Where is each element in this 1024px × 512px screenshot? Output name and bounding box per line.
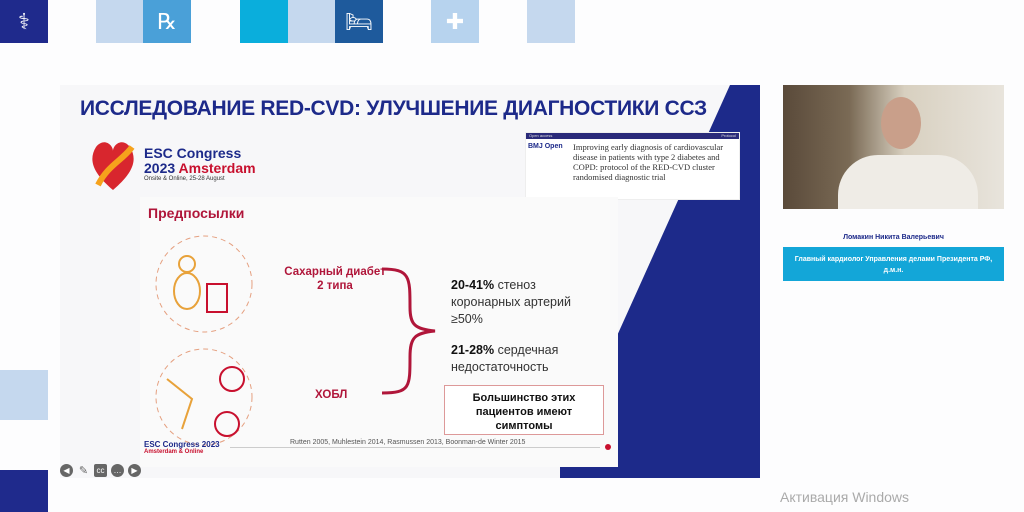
prescription-icon: ℞ bbox=[143, 0, 191, 43]
next-slide-icon[interactable]: ▶ bbox=[128, 464, 141, 477]
esc-dates: Onsite & Online, 25-28 August bbox=[144, 176, 225, 182]
speaker-head bbox=[881, 97, 921, 149]
references: Rutten 2005, Muhlestein 2014, Rasmussen … bbox=[290, 439, 526, 446]
condition-diabetes: Сахарный диабет 2 типа bbox=[284, 266, 386, 292]
tile-light bbox=[288, 0, 336, 43]
speaker-body bbox=[838, 155, 978, 209]
doctor-laptop-icon: ⚕ bbox=[0, 0, 48, 43]
esc-heart-logo bbox=[92, 142, 135, 190]
slide-content: Предпосылки Сахарный диабет 2 типа ХОБЛ … bbox=[140, 197, 618, 467]
protocol-label: Protocol bbox=[721, 133, 736, 138]
presentation-controls: ◀ ✎ cc … ▶ bbox=[60, 464, 141, 477]
nurse-icon: ✚ bbox=[431, 0, 479, 43]
speaker-title: Главный кардиолог Управления делами През… bbox=[783, 247, 1004, 281]
esc-logo: ESC Congress 2023 Amsterdam Onsite & Onl… bbox=[88, 135, 256, 193]
speaker-video bbox=[783, 85, 1004, 209]
stat-stenosis: 20-41% стеноз коронарных артерий ≥50% bbox=[451, 278, 571, 326]
more-icon[interactable]: … bbox=[111, 464, 124, 477]
slide-dot bbox=[605, 444, 611, 450]
open-access-label: Open access bbox=[529, 133, 553, 138]
pen-icon[interactable]: ✎ bbox=[78, 465, 89, 477]
footer-rule bbox=[230, 447, 600, 448]
tile-light bbox=[527, 0, 575, 43]
tile-cyan bbox=[240, 0, 288, 43]
journal-name: BMJ Open bbox=[528, 143, 563, 150]
speaker-name: Ломакин Никита Валерьевич bbox=[843, 234, 944, 241]
illustration-icons bbox=[155, 235, 253, 446]
captions-icon[interactable]: cc bbox=[94, 464, 107, 477]
side-tile bbox=[0, 370, 48, 420]
section-heading: Предпосылки bbox=[148, 205, 245, 221]
slide-footer: ESC Congress 2023 Amsterdam & Online bbox=[144, 440, 220, 455]
article-title: Improving early diagnosis of cardiovascu… bbox=[573, 142, 724, 182]
footer-line2: Amsterdam & Online bbox=[144, 449, 204, 455]
brace bbox=[381, 267, 436, 395]
windows-activation-watermark: Активация Windows bbox=[780, 489, 910, 505]
side-tile bbox=[0, 470, 48, 512]
tile-light bbox=[96, 0, 144, 43]
footer-line1: ESC Congress 2023 bbox=[144, 440, 220, 449]
hospital-bed-icon: 🛏 bbox=[335, 0, 383, 43]
condition-copd: ХОБЛ bbox=[315, 389, 348, 401]
esc-line1: ESC Congress bbox=[144, 145, 242, 161]
symptoms-box: Большинство этих пациентов имеют симптом… bbox=[444, 385, 604, 435]
esc-city: Amsterdam bbox=[178, 160, 256, 176]
previous-slide-icon[interactable]: ◀ bbox=[60, 464, 73, 477]
esc-year: 2023 bbox=[144, 160, 176, 176]
bmj-article: Open access Protocol BMJ Open Improving e… bbox=[525, 132, 740, 200]
presentation-slide: ИССЛЕДОВАНИЕ RED-CVD: УЛУЧШЕНИЕ ДИАГНОСТ… bbox=[60, 85, 760, 478]
slide-title: ИССЛЕДОВАНИЕ RED-CVD: УЛУЧШЕНИЕ ДИАГНОСТ… bbox=[80, 97, 707, 120]
stat-heart-failure: 21-28% сердечная недостаточность bbox=[451, 343, 559, 374]
